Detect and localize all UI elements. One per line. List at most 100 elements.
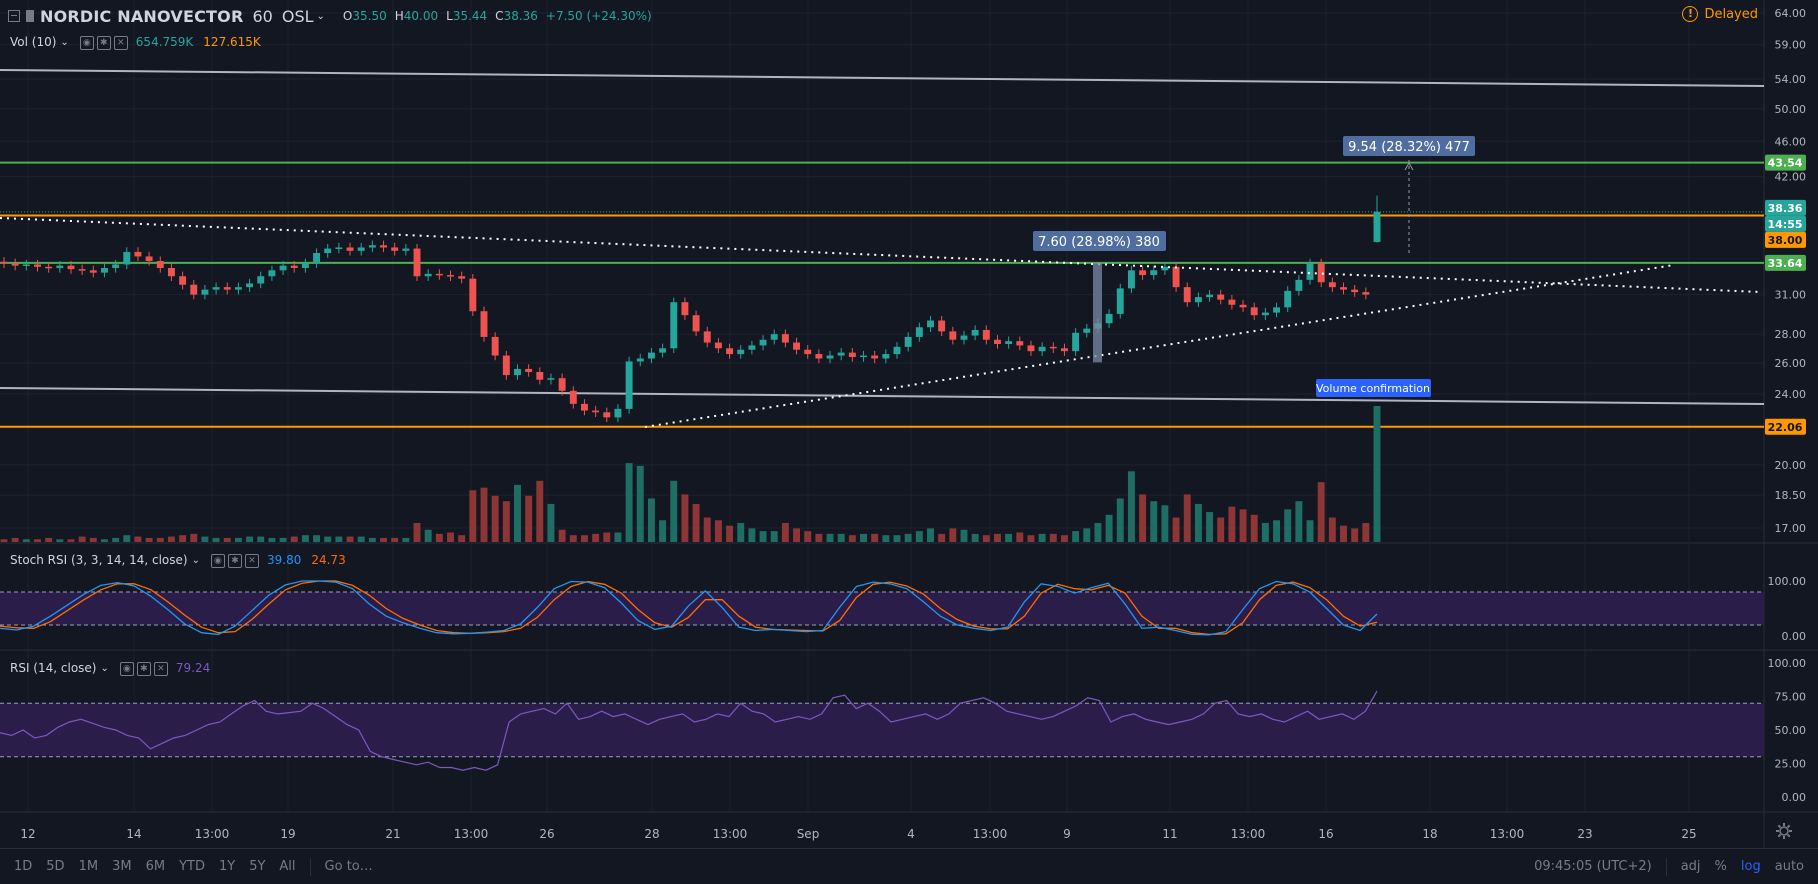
volume-bar: [190, 533, 198, 542]
candle-body: [1172, 266, 1180, 288]
eye-icon[interactable]: ◉: [79, 36, 94, 50]
volume-bar: [368, 537, 376, 542]
volume-bar: [547, 503, 555, 542]
chevron-down-icon[interactable]: ⌄: [60, 36, 69, 48]
rsi-indicator-label[interactable]: RSI (14, close): [10, 661, 97, 675]
range-3m[interactable]: 3M: [112, 859, 132, 874]
range-1d[interactable]: 1D: [14, 859, 33, 874]
auto-toggle[interactable]: auto: [1774, 859, 1804, 874]
interval-label[interactable]: 60: [252, 6, 273, 26]
indicator-controls: ◉ ✱ ✕: [77, 34, 128, 50]
range-5y[interactable]: 5Y: [249, 859, 266, 874]
candle-body: [714, 342, 722, 349]
candle-body: [56, 265, 64, 268]
volume-bar: [714, 520, 722, 542]
measure-lower-label: 7.60 (28.98%) 380: [1038, 235, 1160, 250]
chart-canvas[interactable]: 64.00 59.00 54.00 50.00 46.00 42.00 31.00 28.00…: [0, 0, 1818, 848]
range-all[interactable]: All: [279, 859, 296, 874]
time-tick-label: 4: [907, 827, 915, 841]
close-icon[interactable]: ✕: [153, 662, 168, 676]
candle-body: [1273, 307, 1280, 313]
volume-bar: [893, 535, 901, 542]
candle-body: [290, 265, 298, 268]
candle-body: [848, 352, 856, 358]
candle-body: [625, 361, 633, 409]
volume-bar: [1239, 509, 1247, 542]
range-1y[interactable]: 1Y: [218, 859, 236, 874]
candle-body: [1027, 345, 1035, 352]
volume-bar: [558, 529, 566, 542]
gear-icon[interactable]: ✱: [227, 554, 242, 568]
dotted-trendlines[interactable]: [0, 217, 1761, 428]
collapse-icon[interactable]: [8, 10, 20, 22]
volume-bar: [1340, 525, 1347, 542]
range-5d[interactable]: 5D: [46, 859, 65, 874]
price-axis[interactable]: 64.00 59.00 54.00 50.00 46.00 42.00 31.00 28.00…: [1768, 7, 1807, 804]
chevron-down-icon[interactable]: ⌄: [100, 662, 109, 674]
range-ytd[interactable]: YTD: [179, 859, 205, 874]
candle-body: [11, 263, 19, 266]
volume-bar: [1094, 522, 1102, 542]
price-badge: [1765, 254, 1806, 271]
delayed-status[interactable]: ! Delayed: [1682, 6, 1758, 22]
log-toggle[interactable]: log: [1740, 859, 1761, 874]
close-icon[interactable]: ✕: [113, 36, 128, 50]
candle-body: [681, 302, 689, 316]
trend-channel[interactable]: [0, 69, 1765, 405]
exchange-label[interactable]: OSL: [281, 6, 314, 26]
volume-bar: [580, 535, 588, 542]
candle-body: [368, 245, 376, 248]
chevron-down-icon[interactable]: ⌄: [191, 554, 200, 566]
settings-gear-icon[interactable]: [1775, 822, 1793, 840]
eye-icon[interactable]: ◉: [210, 554, 225, 568]
low-label: L: [446, 9, 453, 23]
candle-body: [1295, 279, 1303, 291]
volume-bar: [927, 528, 934, 542]
volume-bar: [246, 536, 254, 542]
volume-bar: [1362, 522, 1370, 542]
annotation-labels[interactable]: 9.54 (28.32%) 477 7.60 (28.98%) 380 Volume…: [1033, 136, 1475, 397]
volume-bar: [670, 480, 678, 542]
volume-bar: [793, 528, 801, 542]
stoch-indicator-label[interactable]: Stoch RSI (3, 3, 14, 14, close): [10, 553, 188, 567]
volume-bar: [871, 533, 879, 542]
volume-bar: [525, 495, 533, 542]
volume-bar: [1116, 498, 1124, 542]
volume-bar: [156, 537, 164, 542]
candle-body: [458, 276, 466, 279]
symbol-flag-icon: [26, 10, 34, 22]
symbol-name[interactable]: NORDIC NANOVECTOR: [40, 6, 244, 26]
volume-bar: [1038, 533, 1046, 542]
delayed-label: Delayed: [1704, 6, 1758, 22]
range-1m[interactable]: 1M: [78, 859, 99, 874]
candle-body: [525, 368, 533, 373]
candle-body: [223, 287, 231, 290]
candle-body: [1161, 266, 1169, 271]
percent-toggle[interactable]: %: [1714, 859, 1727, 874]
candle-body: [447, 275, 454, 277]
candle-body: [480, 311, 488, 337]
close-icon[interactable]: ✕: [244, 554, 259, 568]
candle-body: [145, 256, 153, 262]
volume-bar: [1139, 494, 1147, 542]
adj-toggle[interactable]: adj: [1680, 859, 1701, 874]
gear-icon[interactable]: ✱: [96, 36, 111, 50]
eye-icon[interactable]: ◉: [119, 662, 134, 676]
volume-bar: [1206, 512, 1214, 542]
goto-button[interactable]: Go to…: [324, 859, 373, 874]
rsi-value: 79.24: [175, 661, 211, 675]
time-axis[interactable]: 12 14 13:00 19 21 13:00 26 28 13:00 Sep 4 13:00 9 11 1…: [20, 827, 1696, 841]
chevron-down-icon[interactable]: ⌄: [316, 10, 325, 22]
price-tick-label: 24.00: [1775, 388, 1807, 401]
price-tick-label: 31.00: [1775, 289, 1807, 302]
price-badge: [1765, 215, 1806, 232]
measure-tools[interactable]: [1093, 160, 1414, 363]
volume-indicator-label[interactable]: Vol (10): [10, 35, 57, 49]
time-tick-label: 26: [539, 827, 554, 841]
candle-body: [659, 348, 667, 353]
gear-icon[interactable]: ✱: [136, 662, 151, 676]
candle-body: [1261, 312, 1269, 316]
range-6m[interactable]: 6M: [145, 859, 166, 874]
volume-bar: [1083, 528, 1091, 542]
candle-body: [748, 345, 756, 350]
